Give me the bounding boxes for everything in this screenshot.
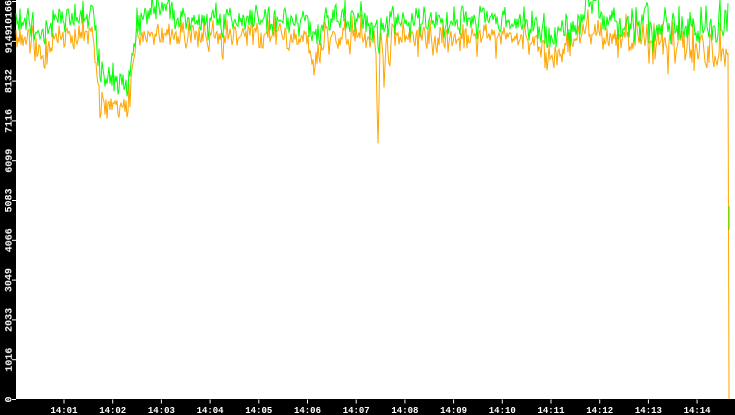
svg-text:14:08: 14:08 (391, 406, 418, 415)
svg-text:14:13: 14:13 (635, 406, 662, 415)
svg-text:7116: 7116 (5, 109, 16, 133)
svg-text:10166: 10166 (5, 0, 16, 30)
svg-text:8132: 8132 (5, 69, 16, 93)
svg-text:1016: 1016 (5, 348, 16, 372)
svg-text:14:04: 14:04 (197, 406, 225, 415)
svg-text:14:07: 14:07 (343, 406, 370, 415)
svg-text:14:10: 14:10 (489, 406, 516, 415)
svg-text:14:14: 14:14 (684, 406, 712, 415)
svg-text:14:05: 14:05 (245, 406, 272, 415)
svg-text:2033: 2033 (5, 308, 16, 332)
svg-text:14:11: 14:11 (537, 406, 565, 415)
svg-text:4066: 4066 (5, 228, 16, 252)
svg-text:3049: 3049 (5, 268, 16, 292)
svg-text:6099: 6099 (5, 149, 16, 173)
svg-text:5083: 5083 (5, 188, 16, 212)
svg-text:14:09: 14:09 (440, 406, 467, 415)
svg-text:9149: 9149 (5, 29, 16, 53)
svg-text:14:01: 14:01 (50, 406, 78, 415)
svg-text:14:06: 14:06 (294, 406, 321, 415)
svg-text:0: 0 (5, 396, 16, 402)
svg-text:14:12: 14:12 (586, 406, 613, 415)
svg-text:14:02: 14:02 (99, 406, 126, 415)
svg-text:14:03: 14:03 (148, 406, 175, 415)
